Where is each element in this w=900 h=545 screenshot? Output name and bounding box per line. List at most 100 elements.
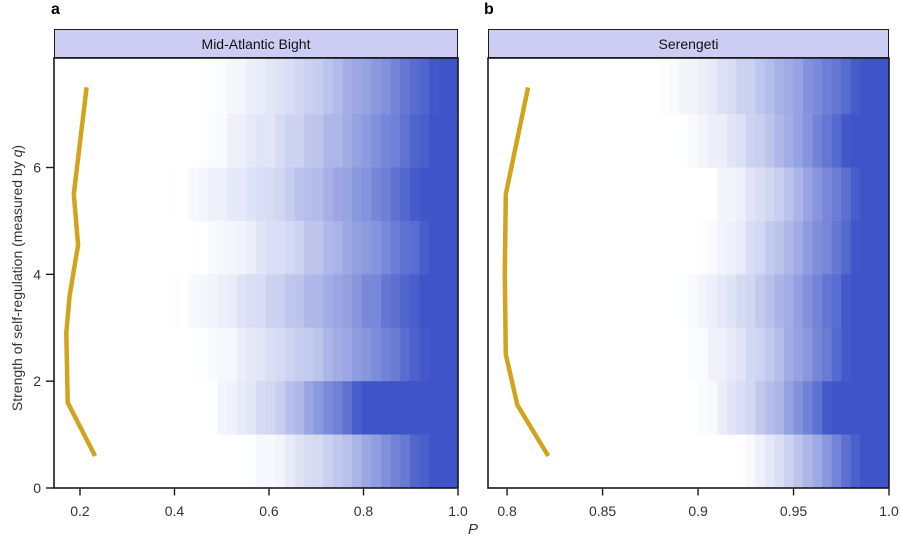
heatmap-cell <box>332 381 343 435</box>
heatmap-cell <box>294 381 305 435</box>
heatmap-cell <box>169 274 180 329</box>
heatmap-cell <box>409 58 420 115</box>
heatmap-cell <box>207 114 218 168</box>
heatmap-cell <box>236 167 247 222</box>
x-tick-label: 0.4 <box>165 503 185 519</box>
heatmap-cell <box>448 274 459 329</box>
panel-a: 0.2 0.4 0.6 0.8 1.0 0 2 4 6 <box>33 57 468 519</box>
heatmap-cell <box>207 220 218 275</box>
heatmap-cell <box>381 58 392 115</box>
heatmap-cell <box>736 220 747 275</box>
heatmap-cell <box>419 58 430 115</box>
heatmap-cell <box>717 327 728 382</box>
heatmap-cell <box>860 274 871 329</box>
heatmap-cell <box>803 274 813 329</box>
panel-b: 0.8 0.85 0.9 0.95 1.0 <box>487 57 899 519</box>
heatmap-cell <box>227 381 238 435</box>
heatmap-cell <box>783 58 794 115</box>
heatmap-cell <box>755 220 766 275</box>
heatmap-cell <box>361 327 372 382</box>
heatmap-cell <box>755 434 766 489</box>
heatmap-cell <box>764 167 775 222</box>
heatmap-cell <box>323 58 334 115</box>
heatmap-cell <box>850 381 861 435</box>
heatmap-cell <box>381 274 392 329</box>
heatmap-cell <box>390 327 401 382</box>
heatmap-cell <box>265 434 276 489</box>
heatmap-cell <box>879 167 890 222</box>
heatmap-cell <box>246 274 257 329</box>
heatmap-cell <box>745 220 756 275</box>
heatmap-cell <box>419 434 430 489</box>
heatmap-cell <box>793 327 804 382</box>
heatmap-cell <box>812 327 823 382</box>
heatmap-cell <box>390 220 401 275</box>
heatmap-cell <box>803 434 813 489</box>
heatmap-cell <box>304 58 315 115</box>
y-axis-label-suffix: ) <box>9 144 25 150</box>
heatmap-cell <box>284 220 295 275</box>
heatmap-cell <box>361 114 372 168</box>
heatmap-cell <box>869 167 880 222</box>
heatmap-cell <box>198 58 209 115</box>
heatmap-cell <box>342 58 353 115</box>
heatmap-cell <box>745 434 756 489</box>
heatmap-cell <box>803 114 813 168</box>
heatmap-cell <box>774 58 785 115</box>
heatmap-cell <box>860 381 871 435</box>
heatmap-cell <box>717 274 728 329</box>
heatmap-cell <box>860 167 871 222</box>
heatmap-cell <box>688 114 699 168</box>
heatmap-cell <box>284 114 295 168</box>
heatmap-cell <box>707 381 718 435</box>
heatmap-cell <box>879 327 890 382</box>
panel-letter-b: b <box>484 1 494 18</box>
heatmap-cell <box>755 58 766 115</box>
heatmap-cell <box>371 381 382 435</box>
heatmap-cell <box>429 58 440 115</box>
heatmap-cell <box>783 327 794 382</box>
heatmap-cell <box>381 434 392 489</box>
heatmap-cell <box>313 114 324 168</box>
heatmap-cell <box>774 220 785 275</box>
heatmap-cell <box>812 434 823 489</box>
heatmap-cell <box>793 167 804 222</box>
heatmap-cell <box>361 167 372 222</box>
heatmap-cell <box>207 274 218 329</box>
heatmap-cell <box>323 274 334 329</box>
heatmap-cell <box>879 114 890 168</box>
heatmap-cell <box>217 114 228 168</box>
heatmap-cell <box>678 114 689 168</box>
heatmap-cell <box>323 220 334 275</box>
heatmap-cell <box>850 274 861 329</box>
heatmap-cell <box>726 381 737 435</box>
heatmap-cell <box>198 167 209 222</box>
heatmap-cell <box>236 327 247 382</box>
heatmap-cell <box>879 274 890 329</box>
heatmap-cell <box>831 58 842 115</box>
heatmap-cell <box>188 274 199 329</box>
y-tick-label: 2 <box>33 373 41 389</box>
heatmap-cell <box>774 274 785 329</box>
heatmap-cell <box>256 220 266 275</box>
heatmap-cell <box>400 381 411 435</box>
y-tick-label: 4 <box>33 266 41 282</box>
heatmap-cell <box>448 327 459 382</box>
heatmap-cell <box>841 381 852 435</box>
heatmap-cell <box>736 434 747 489</box>
heatmap-cell <box>438 274 449 329</box>
heatmap-cell <box>803 381 813 435</box>
heatmap-cell <box>390 381 401 435</box>
heatmap-cell <box>783 434 794 489</box>
heatmap-cell <box>352 381 363 435</box>
heatmap-cell <box>371 327 382 382</box>
heatmap-cell <box>390 434 401 489</box>
heatmap-cell <box>256 434 266 489</box>
x-tick-label: 1.0 <box>448 503 468 519</box>
heatmap-cell <box>217 220 228 275</box>
x-tick-label: 0.2 <box>70 503 90 519</box>
heatmap-cell <box>726 327 737 382</box>
panel-title-serengeti: Serengeti <box>488 29 889 58</box>
heatmap-cell <box>755 114 766 168</box>
heatmap-cell <box>774 381 785 435</box>
